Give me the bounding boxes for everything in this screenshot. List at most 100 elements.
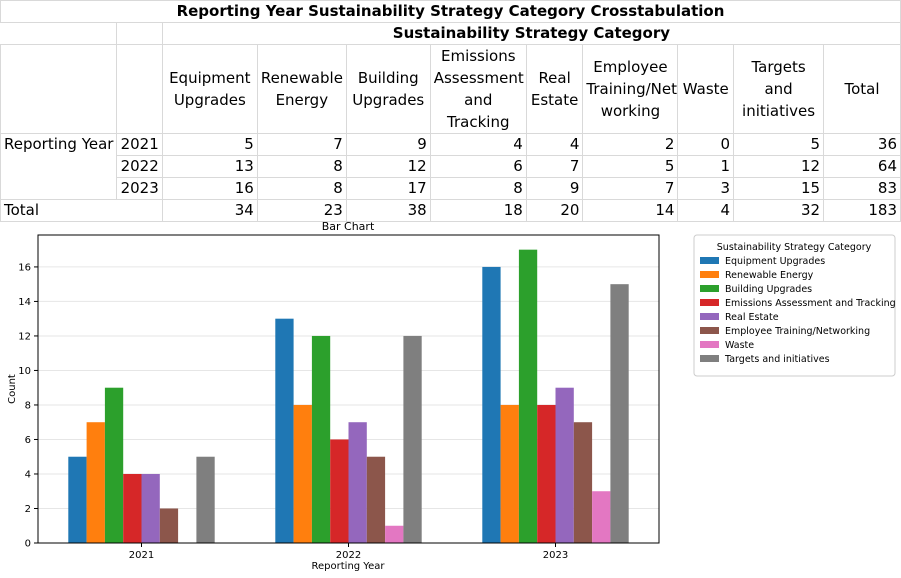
bar — [555, 387, 574, 543]
legend-swatch — [700, 299, 719, 306]
table-cell: 18 — [429, 199, 527, 222]
x-ticks: 2021 2022 2023 — [129, 543, 568, 561]
bar — [482, 266, 501, 543]
table-cell: 34 — [161, 199, 258, 222]
table-cell: 5 — [161, 133, 258, 156]
table-cell: 9 — [345, 133, 431, 156]
x-axis-label: Reporting Year — [312, 561, 386, 572]
column-header: Building Upgrades — [345, 44, 431, 134]
total-label: Total — [0, 199, 163, 222]
bar — [537, 404, 556, 543]
bar — [403, 335, 422, 543]
bar — [86, 422, 105, 543]
x-tick-label: 2023 — [543, 550, 568, 561]
y-tick-label: 8 — [25, 400, 31, 411]
table-cell: 23 — [256, 199, 347, 222]
bar — [275, 318, 294, 543]
legend-swatch — [700, 341, 719, 348]
table-cell: 14 — [582, 199, 679, 222]
legend-label: Waste — [725, 340, 754, 351]
legend-frame — [693, 234, 896, 377]
table-row: Reporting Year 2021 5 7 9 4 4 2 0 5 36 — [0, 133, 901, 200]
bar — [573, 422, 593, 543]
column-header: Employee Training/Net working — [582, 44, 679, 134]
bar — [500, 404, 519, 543]
bar — [141, 473, 160, 543]
y-tick-label: 0 — [25, 539, 31, 550]
y-ticks: 0 2 4 6 8 10 12 14 16 — [18, 262, 38, 550]
table-cell: 7 — [582, 177, 679, 200]
bar — [610, 284, 629, 543]
chart-title: Bar Chart — [322, 220, 375, 233]
bar — [366, 456, 386, 543]
table-cell: 38 — [345, 199, 431, 222]
x-tick-label: 2022 — [336, 550, 361, 561]
legend-swatch — [700, 257, 719, 264]
legend-swatch — [700, 271, 719, 278]
legend-label: Real Estate — [725, 312, 779, 323]
table-cell: 83 — [823, 177, 901, 200]
legend-label: Employee Training/Networking — [725, 326, 870, 337]
bar — [311, 335, 331, 543]
legend-items: Equipment Upgrades Renewable Energy Buildi… — [700, 256, 896, 365]
table-cell: 5 — [582, 155, 679, 178]
table-cell: 8 — [256, 177, 347, 200]
column-header: Renewable Energy — [256, 44, 347, 134]
y-tick-label: 2 — [25, 504, 31, 515]
table-cell: 32 — [733, 199, 825, 222]
table-row: 2022 13 8 12 6 7 5 1 12 64 — [1, 155, 901, 178]
y-axis-label: Count — [7, 374, 18, 404]
column-header: Waste — [677, 44, 735, 134]
column-header: Total — [823, 44, 901, 134]
legend-label: Targets and initiatives — [724, 354, 830, 365]
bar — [330, 439, 349, 543]
bar — [293, 404, 312, 543]
legend-label: Renewable Energy — [725, 270, 814, 281]
x-tick-label: 2021 — [129, 550, 154, 561]
crosstab-table: Reporting Year Sustainability Strategy C… — [0, 0, 901, 222]
bar — [104, 387, 124, 543]
row-year: 2023 — [116, 177, 163, 200]
bar — [68, 456, 87, 543]
column-header: Equipment Upgrades — [161, 44, 258, 134]
row-group-label: Reporting Year — [0, 133, 118, 200]
table-cell: 1 — [677, 155, 735, 178]
table-cell: 7 — [256, 133, 347, 156]
table-cell: 6 — [429, 155, 527, 178]
bar-chart: Bar Chart 0 2 4 6 8 10 12 14 16 2021 2022 2023 Rep… — [7, 220, 896, 572]
legend-label: Emissions Assessment and Tracking — [725, 298, 896, 309]
y-tick-label: 16 — [18, 262, 31, 273]
table-cell: 15 — [733, 177, 825, 200]
legend-swatch — [700, 313, 719, 320]
bars — [68, 249, 629, 543]
table-cell: 9 — [525, 177, 584, 200]
table-cell: 12 — [733, 155, 825, 178]
table-cell: 0 — [677, 133, 735, 156]
column-header: Targets and initiatives — [733, 44, 825, 134]
table-cell: 5 — [733, 133, 825, 156]
bar — [348, 422, 367, 543]
column-header: Real Estate — [525, 44, 584, 134]
table-cell: 13 — [161, 155, 258, 178]
legend-swatch — [700, 285, 719, 292]
table-row: 2023 16 8 17 8 9 7 3 15 83 — [1, 177, 901, 200]
table-cell: 36 — [823, 133, 901, 156]
row-year: 2021 — [116, 133, 163, 156]
table-cell: 8 — [256, 155, 347, 178]
table-cell: 3 — [677, 177, 735, 200]
table-cell: 4 — [429, 133, 527, 156]
table-cell: 17 — [345, 177, 431, 200]
table-cell: 8 — [429, 177, 527, 200]
bar — [123, 473, 142, 543]
legend-title: Sustainability Strategy Category — [717, 242, 872, 253]
table-cell: 7 — [525, 155, 584, 178]
table-title: Reporting Year Sustainability Strategy C… — [0, 0, 901, 23]
bar — [159, 508, 179, 543]
table-cell: 20 — [525, 199, 584, 222]
y-tick-label: 6 — [25, 435, 31, 446]
bar — [385, 525, 404, 543]
table-cell: 183 — [823, 199, 901, 222]
column-header-row: Equipment Upgrades Renewable Energy Buil… — [0, 44, 901, 134]
legend-swatch — [700, 355, 719, 362]
table-cell: 16 — [161, 177, 258, 200]
